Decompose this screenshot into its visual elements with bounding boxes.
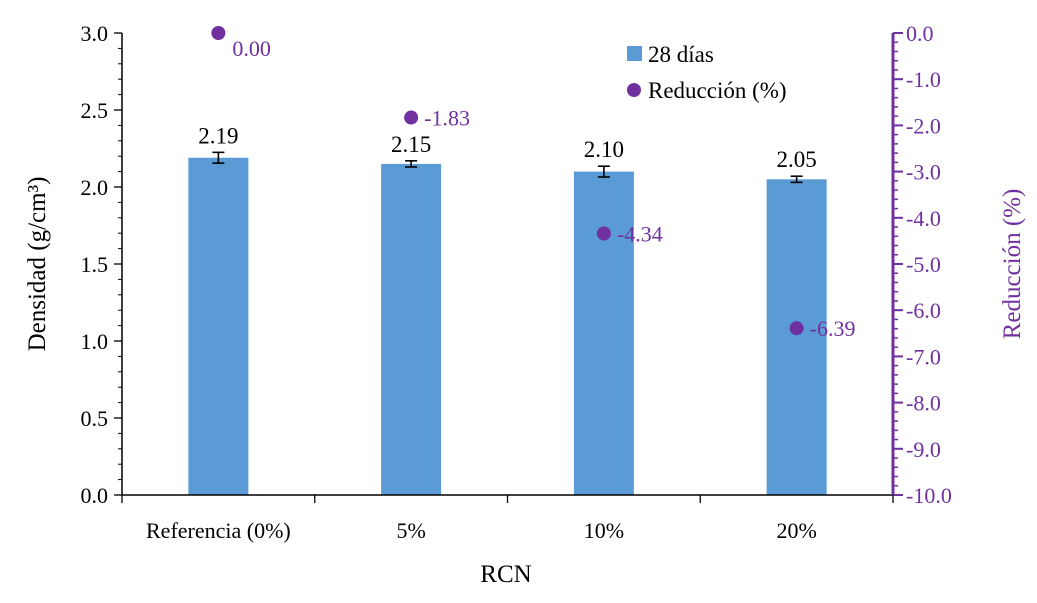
bar-2 — [573, 171, 634, 495]
data-labels-group: 2.19 2.15 2.10 2.05 0.00 -1.83 -4.34 -6.39 — [198, 36, 855, 341]
bar-1 — [381, 163, 442, 495]
reduction-value-label-0: 0.00 — [232, 36, 271, 61]
bar-value-label-0: 2.19 — [198, 123, 238, 148]
x-tick-label-2: 10% — [584, 518, 624, 543]
y-tick-label-left-1: 0.5 — [81, 406, 109, 431]
legend: 28 días Reducción (%) — [627, 42, 787, 103]
bars-group — [188, 157, 827, 496]
y-tick-label-right-10: -10.0 — [906, 483, 952, 508]
y-tick-label-right-5: -5.0 — [906, 252, 941, 277]
x-tick-label-0: Referencia (0%) — [146, 518, 291, 543]
y-tick-label-left-2: 1.0 — [81, 329, 109, 354]
bar-0 — [188, 157, 249, 496]
x-ticks-group: Referencia (0%) 5% 10% 20% — [121, 495, 894, 543]
y-tick-label-right-9: -9.0 — [906, 437, 941, 462]
y-tick-label-left-3: 1.5 — [81, 252, 109, 277]
reduction-value-label-2: -4.34 — [617, 222, 663, 247]
y-tick-label-right-0: 0.0 — [906, 21, 934, 46]
y-tick-label-left-5: 2.5 — [81, 98, 109, 123]
y-tick-label-right-8: -8.0 — [906, 391, 941, 416]
reduction-point-0 — [211, 26, 226, 40]
right-ticks-group: 0.0 -1.0 -2.0 -3.0 -4.0 -5.0 -6.0 -7.0 -8.0 -9.0 -… — [893, 21, 952, 508]
left-ticks-group: 0.0 0.5 1.0 1.5 2.0 2.5 3.0 — [81, 21, 122, 508]
legend-label-bar: 28 días — [648, 42, 714, 67]
bar-value-label-2: 2.10 — [584, 137, 624, 162]
legend-swatch-bar — [627, 46, 642, 61]
y-tick-label-right-3: -3.0 — [906, 160, 941, 185]
y-tick-label-right-6: -6.0 — [906, 298, 941, 323]
legend-label-point: Reducción (%) — [648, 78, 787, 103]
y-axis-title-left: Densidad (g/cm³) — [24, 177, 51, 352]
points-group — [211, 26, 804, 336]
y-tick-label-left-6: 3.0 — [81, 21, 109, 46]
x-tick-label-3: 20% — [776, 518, 816, 543]
bar-value-label-3: 2.05 — [777, 147, 817, 172]
y-axis-title-right: Reducción (%) — [999, 189, 1026, 340]
y-tick-label-right-7: -7.0 — [906, 344, 941, 369]
legend-marker-point — [627, 83, 641, 97]
reduction-point-3 — [789, 321, 804, 336]
x-axis-title: RCN — [480, 561, 531, 588]
reduction-value-label-3: -6.39 — [810, 316, 856, 341]
x-tick-label-1: 5% — [396, 518, 425, 543]
reduction-point-2 — [596, 226, 611, 241]
bar-3 — [766, 179, 827, 496]
y-tick-label-right-4: -4.0 — [906, 206, 941, 231]
error-bars-group — [212, 151, 803, 184]
bar-value-label-1: 2.15 — [391, 132, 431, 157]
reduction-value-label-1: -1.83 — [424, 106, 470, 131]
y-tick-label-right-1: -1.0 — [906, 67, 941, 92]
y-tick-label-right-2: -2.0 — [906, 113, 941, 138]
y-tick-label-left-4: 2.0 — [81, 175, 109, 200]
y-tick-label-left-0: 0.0 — [81, 483, 109, 508]
reduction-point-1 — [404, 110, 419, 125]
